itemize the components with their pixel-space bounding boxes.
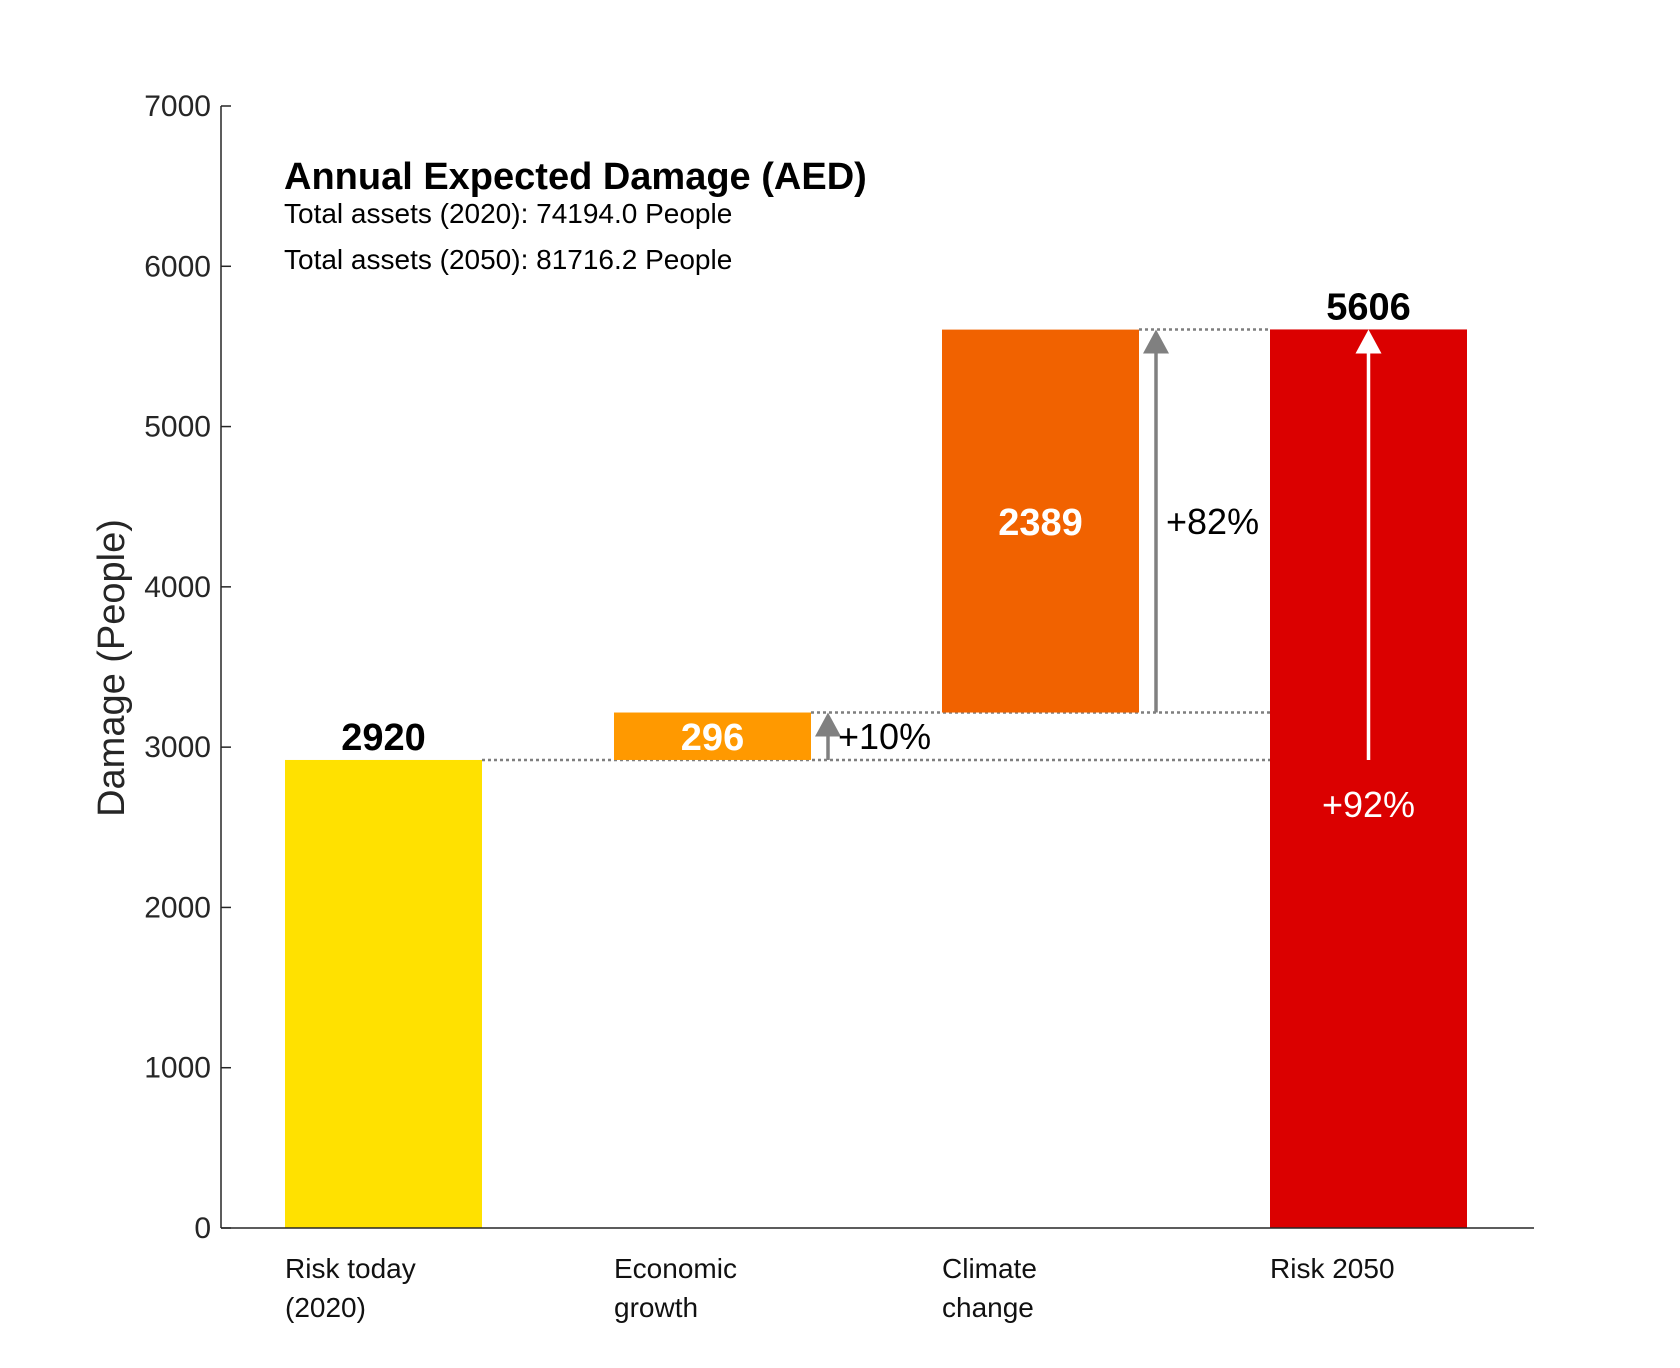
x-category-label: Risk 2050 [1270, 1253, 1395, 1284]
bar-0 [285, 759, 482, 1228]
change-arrows [815, 329, 1382, 760]
y-tick-label: 4000 [144, 571, 211, 604]
bar-value-label: 2389 [998, 502, 1083, 544]
change-arrow-head [1143, 329, 1169, 354]
x-category-label: growth [614, 1292, 698, 1323]
bar-value-label: 5606 [1326, 286, 1411, 328]
y-tick-label: 5000 [144, 411, 211, 444]
change-arrow-head [1355, 329, 1382, 354]
change-percent-label: +92% [1322, 784, 1415, 825]
x-category-label: (2020) [285, 1292, 366, 1323]
change-percent-label: +82% [1166, 501, 1259, 542]
chart-subtitle-2050: Total assets (2050): 81716.2 People [284, 244, 732, 275]
bar-1 [614, 712, 811, 760]
x-category-label: change [942, 1292, 1034, 1323]
y-tick-label: 0 [194, 1212, 211, 1245]
chart-title: Annual Expected Damage (AED) [284, 156, 867, 198]
y-tick-label: 1000 [144, 1052, 211, 1085]
bar-value-label: 2920 [341, 717, 426, 759]
y-axis-label: Damage (People) [91, 519, 133, 817]
bar-2 [942, 329, 1139, 713]
y-tick-label: 2000 [144, 891, 211, 924]
x-category-label: Economic [614, 1253, 737, 1284]
x-category-label: Risk today [285, 1253, 416, 1284]
bar-value-label: 296 [681, 717, 744, 759]
labels: 2920 296 2389 5606 Risk today (2020) Economic g… [285, 286, 1415, 1323]
change-arrow-head [815, 712, 841, 737]
y-tick-label: 7000 [144, 90, 211, 123]
chart-subtitle-2020: Total assets (2020): 74194.0 People [284, 198, 732, 229]
bars [285, 329, 1467, 1228]
y-tick-label: 3000 [144, 731, 211, 764]
x-category-label: Climate [942, 1253, 1037, 1284]
change-percent-label: +10% [838, 716, 931, 757]
axes: 0 1000 2000 3000 4000 5000 6000 7000 [144, 90, 1534, 1245]
y-tick-label: 6000 [144, 250, 211, 283]
